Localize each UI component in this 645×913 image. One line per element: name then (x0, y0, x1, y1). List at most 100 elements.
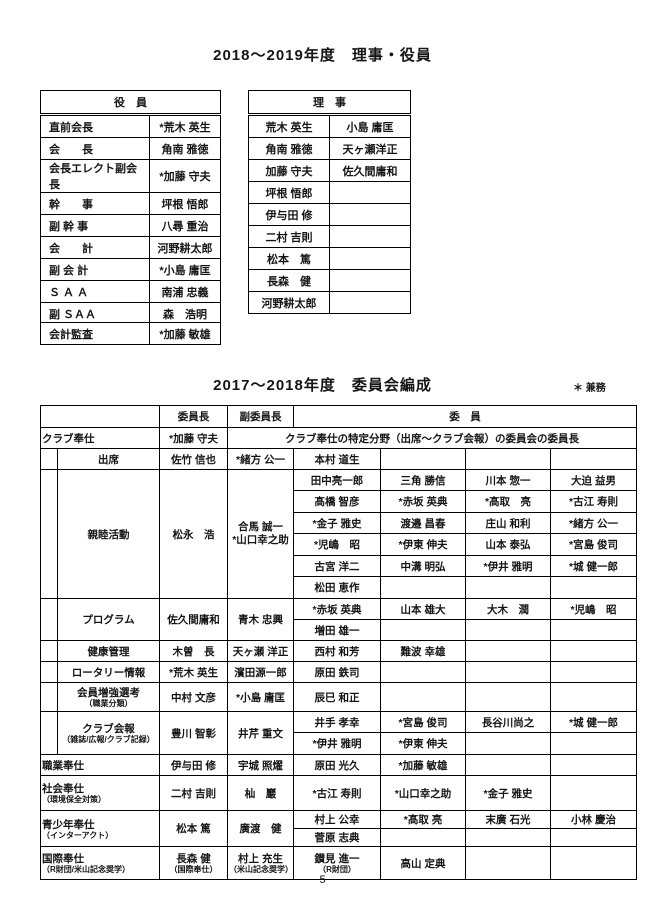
member-cell (550, 732, 637, 755)
member-cell: 古宮 洋二 (293, 555, 381, 577)
member-cell (465, 828, 551, 847)
member-row: 髙橋 智彦 *赤坂 英典 *髙取 亮 *古江 寿則 (41, 490, 637, 513)
committee-name-note: （R財団/米山記念奨学） (42, 865, 130, 875)
committee-row-program: プログラム 佐久間庸和 青木 忠興 *赤坂 英典 山本 雄大 大木 潤 *児嶋 … (40, 598, 637, 641)
member-cell (380, 661, 466, 683)
member-cell (465, 576, 551, 599)
directors-table-header: 理 事 (248, 90, 411, 116)
director-name: 伊与田 修 (248, 203, 330, 226)
audit-row: 会計監査 *加藤 敏雄 (40, 322, 221, 345)
director-row: 伊与田 修 (248, 203, 411, 226)
director-row: 角南 雅徳 天ヶ瀬洋正 (248, 137, 411, 160)
director-row: 荒木 英生 小島 庸匡 (248, 114, 411, 138)
committee-name-main: 国際奉仕 (42, 853, 84, 866)
indent-spacer (40, 598, 58, 641)
member-cell (550, 619, 637, 641)
member-row: *伊井 雅明 *伊東 伸夫 (41, 732, 637, 755)
members-header: 委 員 (293, 405, 637, 428)
officer-role: 会 計 (40, 236, 150, 259)
director-name: 天ヶ瀬洋正 (329, 137, 411, 160)
director-row: 坪根 悟郎 (248, 181, 411, 204)
committee-row-rotary-info: ロータリー情報 *荒木 英生 濱田源一郎 原田 鉄司 (40, 661, 637, 683)
committee-row-bulletin: クラブ会報 （雑誌/広報/クラブ記録） 豊川 智彰 井芹 重文 井手 孝幸 *宮… (40, 711, 637, 755)
officer-name: 河野耕太郎 (149, 236, 221, 259)
officer-name: 坪根 悟郎 (149, 192, 221, 215)
vice-chair-name: 濱田源一郎 (227, 661, 294, 683)
officer-role: Ｓ Ａ Ａ (40, 280, 150, 303)
director-name: 長森 健 (248, 269, 330, 292)
vice-chair-name: 村上 充生 （米山記念奨学） (227, 846, 294, 880)
chair-name: 松永 浩 (159, 469, 228, 599)
officer-row: 副 幹 事八尋 重治 (40, 214, 221, 237)
indent-spacer (40, 711, 58, 755)
director-row: 二村 吉則 (248, 225, 411, 248)
vice-chair-header: 副委員長 (227, 405, 294, 428)
officers-title: 2018～2019年度 理事・役員 (213, 47, 432, 64)
vice-chair-name: 青木 忠興 (227, 598, 294, 641)
member-cell: 髙橋 智彦 (293, 490, 381, 513)
member-cell: 井手 孝幸 (293, 711, 381, 733)
chair-name-note: （国際奉仕） (169, 865, 218, 875)
indent-spacer (40, 682, 58, 712)
committee-row-youth: 青少年奉仕 （インターアクト） 松本 篤 廣渡 健 村上 公幸 *髙取 亮 末廣… (40, 810, 637, 847)
member-cell: 中溝 明弘 (380, 555, 466, 577)
director-name: 坪根 悟郎 (248, 181, 330, 204)
committee-row-international: 国際奉仕 （R財団/米山記念奨学） 長森 健 （国際奉仕） 村上 充生 （米山記… (40, 846, 637, 880)
committee-row-membership: 会員増強選考 （職業分類） 中村 文彦 *小島 庸匡 辰巳 和正 (40, 682, 637, 712)
member-cell (465, 754, 551, 776)
committee-name: 社会奉仕 （環境保全対策） (40, 775, 160, 811)
officer-name: 南浦 忠義 (149, 280, 221, 303)
committee-name: 会員増強選考 （職業分類） (57, 682, 160, 712)
member-cell: *緒方 公一 (550, 512, 637, 534)
committee-name: クラブ会報 （雑誌/広報/クラブ記録） (57, 711, 160, 755)
vice-chair-name: 天ヶ瀬 洋正 (227, 640, 294, 662)
member-cell: 菅原 志典 (293, 828, 381, 847)
page-number: 5 (319, 874, 326, 886)
committee-name: ロータリー情報 (57, 661, 160, 683)
committee-name: 青少年奉仕 （インターアクト） (40, 810, 160, 847)
member-row: 古宮 洋二 中溝 明弘 *伊井 雅明 *城 健一郎 (41, 555, 637, 577)
member-cell: 大迫 益男 (550, 469, 637, 491)
chair-name-main: 長森 健 (176, 853, 211, 866)
member-cell: 長谷川尚之 (465, 711, 551, 733)
chair-header: 委員長 (159, 405, 228, 428)
chair-name: 木曽 長 (159, 640, 228, 662)
member-row: 松田 恵作 (41, 576, 637, 599)
member-cell: 三角 勝信 (380, 469, 466, 491)
committee-name: 親睦活動 (57, 469, 160, 599)
member-cell (465, 448, 551, 470)
vice-chair-name: 杣 巖 (227, 775, 294, 811)
officer-name: 八尋 重治 (149, 214, 221, 237)
director-row: 加藤 守夫 佐久間庸和 (248, 159, 411, 182)
committee-header-row: 委員長 副委員長 委 員 (40, 405, 637, 428)
vice-chair-name: 合馬 誠一 *山口幸之助 (227, 469, 294, 599)
directors-table: 理 事 荒木 英生 小島 庸匡 角南 雅徳 天ヶ瀬洋正 加藤 守夫 佐久間庸和 坪根 … (248, 90, 411, 314)
member-cell (550, 754, 637, 776)
member-cell: *金子 雅史 (465, 775, 551, 811)
member-cell: 辰巳 和正 (293, 682, 381, 712)
chair-name: *荒木 英生 (159, 661, 228, 683)
member-cell: *赤坂 英典 (380, 490, 466, 513)
indent-spacer (40, 661, 58, 683)
member-row: 菅原 志典 (41, 828, 637, 847)
member-cell: 原田 光久 (293, 754, 381, 776)
member-row: *児嶋 昭 *伊東 伸夫 山本 泰弘 *宮島 俊司 (41, 533, 637, 556)
vice-chair-name: 廣渡 健 (227, 810, 294, 847)
officer-row: 幹 事坪根 悟郎 (40, 192, 221, 215)
committee-name: 出席 (57, 448, 160, 470)
director-name: 二村 吉則 (248, 225, 330, 248)
director-name: 加藤 守夫 (248, 159, 330, 182)
member-cell: *宮島 俊司 (380, 711, 466, 733)
committee-name-main: 社会奉仕 (42, 783, 84, 796)
member-cell (550, 661, 637, 683)
audit-table: 会計監査 *加藤 敏雄 (40, 322, 221, 345)
member-cell: 庄山 和利 (465, 512, 551, 534)
director-name (329, 203, 411, 226)
officer-row: Ｓ Ａ Ａ 南浦 忠義 (40, 280, 221, 303)
member-cell (380, 448, 466, 470)
director-name: 河野耕太郎 (248, 291, 330, 314)
member-cell (380, 828, 466, 847)
member-cell: 田中亮一郎 (293, 469, 381, 491)
committee-name: クラブ奉仕 (40, 427, 160, 449)
